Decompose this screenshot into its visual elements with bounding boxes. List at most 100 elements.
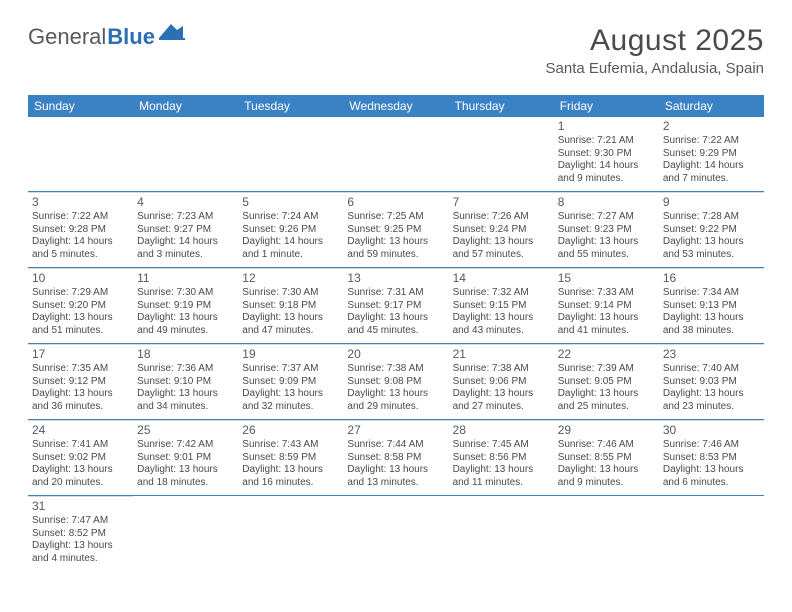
- daylight-text: Daylight: 13 hours and 57 minutes.: [453, 236, 550, 261]
- logo: General Blue: [28, 24, 185, 50]
- empty-cell: [554, 496, 659, 571]
- day-number: 20: [347, 347, 444, 362]
- sunrise-text: Sunrise: 7:32 AM: [453, 287, 550, 300]
- sunrise-text: Sunrise: 7:28 AM: [663, 211, 760, 224]
- empty-cell: [343, 117, 448, 191]
- sunset-text: Sunset: 9:25 PM: [347, 224, 444, 237]
- sunset-text: Sunset: 9:03 PM: [663, 376, 760, 389]
- sunrise-text: Sunrise: 7:22 AM: [32, 211, 129, 224]
- day-cell: 21Sunrise: 7:38 AMSunset: 9:06 PMDayligh…: [449, 344, 554, 419]
- logo-flag-icon: [159, 24, 185, 42]
- day-cell: 23Sunrise: 7:40 AMSunset: 9:03 PMDayligh…: [659, 344, 764, 419]
- day-cell: 14Sunrise: 7:32 AMSunset: 9:15 PMDayligh…: [449, 268, 554, 343]
- day-cell: 1Sunrise: 7:21 AMSunset: 9:30 PMDaylight…: [554, 117, 659, 191]
- daylight-text: Daylight: 13 hours and 43 minutes.: [453, 312, 550, 337]
- day-number: 4: [137, 195, 234, 210]
- sunset-text: Sunset: 9:06 PM: [453, 376, 550, 389]
- daylight-text: Daylight: 13 hours and 18 minutes.: [137, 464, 234, 489]
- day-cell: 26Sunrise: 7:43 AMSunset: 8:59 PMDayligh…: [238, 420, 343, 495]
- day-number: 26: [242, 423, 339, 438]
- day-cell: 27Sunrise: 7:44 AMSunset: 8:58 PMDayligh…: [343, 420, 448, 495]
- sunrise-text: Sunrise: 7:34 AM: [663, 287, 760, 300]
- day-number: 3: [32, 195, 129, 210]
- daylight-text: Daylight: 13 hours and 23 minutes.: [663, 388, 760, 413]
- sunset-text: Sunset: 9:27 PM: [137, 224, 234, 237]
- week-row: 24Sunrise: 7:41 AMSunset: 9:02 PMDayligh…: [28, 420, 764, 496]
- day-number: 25: [137, 423, 234, 438]
- day-cell: 10Sunrise: 7:29 AMSunset: 9:20 PMDayligh…: [28, 268, 133, 343]
- sunrise-text: Sunrise: 7:39 AM: [558, 363, 655, 376]
- logo-text-blue: Blue: [107, 24, 155, 50]
- sunrise-text: Sunrise: 7:31 AM: [347, 287, 444, 300]
- daylight-text: Daylight: 13 hours and 36 minutes.: [32, 388, 129, 413]
- sunrise-text: Sunrise: 7:23 AM: [137, 211, 234, 224]
- daylight-text: Daylight: 13 hours and 32 minutes.: [242, 388, 339, 413]
- day-cell: 13Sunrise: 7:31 AMSunset: 9:17 PMDayligh…: [343, 268, 448, 343]
- day-number: 9: [663, 195, 760, 210]
- week-row: 3Sunrise: 7:22 AMSunset: 9:28 PMDaylight…: [28, 192, 764, 268]
- title-block: August 2025 Santa Eufemia, Andalusia, Sp…: [546, 24, 764, 77]
- day-number: 17: [32, 347, 129, 362]
- sunset-text: Sunset: 8:52 PM: [32, 528, 129, 541]
- day-number: 1: [558, 119, 655, 134]
- empty-cell: [238, 496, 343, 571]
- daylight-text: Daylight: 13 hours and 29 minutes.: [347, 388, 444, 413]
- sunrise-text: Sunrise: 7:30 AM: [242, 287, 339, 300]
- sunrise-text: Sunrise: 7:47 AM: [32, 515, 129, 528]
- day-cell: 28Sunrise: 7:45 AMSunset: 8:56 PMDayligh…: [449, 420, 554, 495]
- day-number: 6: [347, 195, 444, 210]
- day-number: 27: [347, 423, 444, 438]
- day-number: 31: [32, 499, 129, 514]
- empty-cell: [449, 496, 554, 571]
- daylight-text: Daylight: 14 hours and 1 minute.: [242, 236, 339, 261]
- day-number: 7: [453, 195, 550, 210]
- sunset-text: Sunset: 9:23 PM: [558, 224, 655, 237]
- sunset-text: Sunset: 9:13 PM: [663, 300, 760, 313]
- sunrise-text: Sunrise: 7:25 AM: [347, 211, 444, 224]
- sunrise-text: Sunrise: 7:37 AM: [242, 363, 339, 376]
- day-cell: 17Sunrise: 7:35 AMSunset: 9:12 PMDayligh…: [28, 344, 133, 419]
- empty-cell: [449, 117, 554, 191]
- sunrise-text: Sunrise: 7:38 AM: [347, 363, 444, 376]
- sunset-text: Sunset: 8:53 PM: [663, 452, 760, 465]
- daylight-text: Daylight: 13 hours and 13 minutes.: [347, 464, 444, 489]
- logo-text-general: General: [28, 24, 106, 50]
- daylight-text: Daylight: 13 hours and 55 minutes.: [558, 236, 655, 261]
- empty-cell: [28, 117, 133, 191]
- day-number: 22: [558, 347, 655, 362]
- day-cell: 5Sunrise: 7:24 AMSunset: 9:26 PMDaylight…: [238, 192, 343, 267]
- day-number: 15: [558, 271, 655, 286]
- location: Santa Eufemia, Andalusia, Spain: [546, 60, 764, 77]
- dayname: Thursday: [449, 95, 554, 117]
- day-cell: 22Sunrise: 7:39 AMSunset: 9:05 PMDayligh…: [554, 344, 659, 419]
- sunset-text: Sunset: 9:12 PM: [32, 376, 129, 389]
- sunrise-text: Sunrise: 7:42 AM: [137, 439, 234, 452]
- sunset-text: Sunset: 9:08 PM: [347, 376, 444, 389]
- day-cell: 4Sunrise: 7:23 AMSunset: 9:27 PMDaylight…: [133, 192, 238, 267]
- sunset-text: Sunset: 9:10 PM: [137, 376, 234, 389]
- sunset-text: Sunset: 8:58 PM: [347, 452, 444, 465]
- dayname: Tuesday: [238, 95, 343, 117]
- daylight-text: Daylight: 13 hours and 59 minutes.: [347, 236, 444, 261]
- daylight-text: Daylight: 14 hours and 9 minutes.: [558, 160, 655, 185]
- sunrise-text: Sunrise: 7:46 AM: [663, 439, 760, 452]
- day-cell: 19Sunrise: 7:37 AMSunset: 9:09 PMDayligh…: [238, 344, 343, 419]
- sunrise-text: Sunrise: 7:41 AM: [32, 439, 129, 452]
- daylight-text: Daylight: 13 hours and 4 minutes.: [32, 540, 129, 565]
- daylight-text: Daylight: 13 hours and 6 minutes.: [663, 464, 760, 489]
- sunrise-text: Sunrise: 7:21 AM: [558, 135, 655, 148]
- sunset-text: Sunset: 9:19 PM: [137, 300, 234, 313]
- sunset-text: Sunset: 9:02 PM: [32, 452, 129, 465]
- sunset-text: Sunset: 9:22 PM: [663, 224, 760, 237]
- day-cell: 24Sunrise: 7:41 AMSunset: 9:02 PMDayligh…: [28, 420, 133, 495]
- sunset-text: Sunset: 9:14 PM: [558, 300, 655, 313]
- day-number: 30: [663, 423, 760, 438]
- sunrise-text: Sunrise: 7:43 AM: [242, 439, 339, 452]
- sunrise-text: Sunrise: 7:29 AM: [32, 287, 129, 300]
- empty-cell: [659, 496, 764, 571]
- daylight-text: Daylight: 13 hours and 41 minutes.: [558, 312, 655, 337]
- daynames-row: SundayMondayTuesdayWednesdayThursdayFrid…: [28, 95, 764, 117]
- sunrise-text: Sunrise: 7:27 AM: [558, 211, 655, 224]
- day-cell: 16Sunrise: 7:34 AMSunset: 9:13 PMDayligh…: [659, 268, 764, 343]
- sunset-text: Sunset: 9:29 PM: [663, 148, 760, 161]
